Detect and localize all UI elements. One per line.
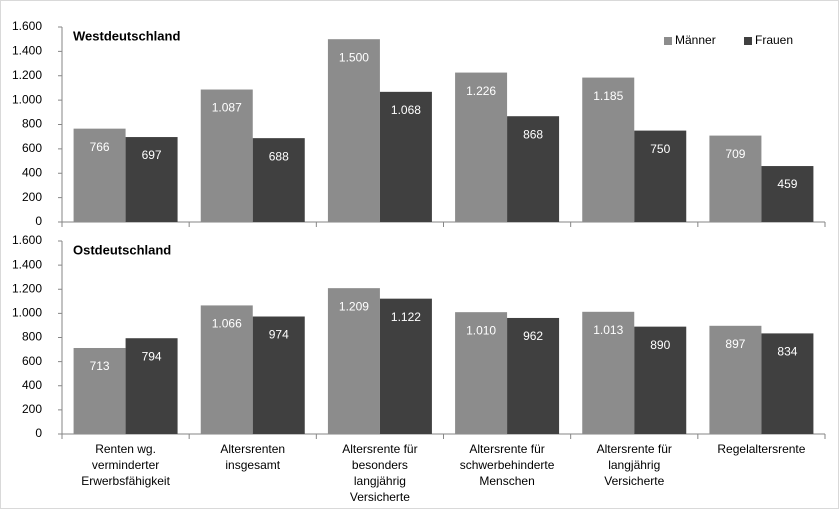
value-label: 897: [725, 337, 745, 351]
value-label: 713: [90, 359, 110, 373]
value-label: 974: [269, 328, 289, 342]
bar: [761, 333, 814, 434]
y-tick-label: 800: [22, 117, 42, 131]
x-tick-label: Altersrente für schwerbehinderte Menschen: [460, 442, 555, 488]
legend-label: Frauen: [755, 33, 793, 47]
bar: [327, 288, 380, 434]
y-tick-label: 0: [35, 426, 42, 440]
x-tick-label-line: Versicherte: [604, 474, 664, 488]
bar: [761, 166, 814, 222]
bar: [582, 311, 635, 434]
y-tick-label: 800: [22, 330, 42, 344]
bar: [379, 298, 432, 434]
bar: [455, 312, 508, 434]
value-label: 1.087: [212, 101, 242, 115]
panel-title: Westdeutschland: [73, 28, 180, 43]
x-tick-label-line: insgesamt: [225, 458, 280, 472]
y-tick-label: 1.000: [12, 92, 42, 106]
value-label: 962: [523, 329, 543, 343]
value-label: 890: [650, 338, 670, 352]
value-label: 459: [777, 177, 797, 191]
x-tick-label-line: Altersrenten: [220, 442, 285, 456]
y-tick-label: 1.200: [12, 281, 42, 295]
x-tick-label-line: Altersrente für: [342, 442, 417, 456]
y-tick-label: 400: [22, 165, 42, 179]
value-label: 1.066: [212, 317, 242, 331]
x-tick-label-line: verminderter: [92, 458, 159, 472]
y-tick-label: 400: [22, 378, 42, 392]
x-tick-label-line: Erwerbsfähigkeit: [81, 474, 170, 488]
legend-label: Männer: [675, 33, 716, 47]
y-tick-label: 200: [22, 402, 42, 416]
bar: [634, 326, 687, 434]
x-tick-label: Renten wg. verminderter Erwerbsfähigkeit: [81, 442, 170, 488]
y-tick-label: 1.600: [12, 19, 42, 33]
y-tick-label: 1.000: [12, 306, 42, 320]
y-tick-label: 600: [22, 141, 42, 155]
bar: [252, 138, 305, 222]
bar: [252, 316, 305, 434]
x-tick-label-line: Altersrente für: [597, 442, 672, 456]
bar: [379, 91, 432, 223]
x-tick-label: Altersrenten insgesamt: [220, 442, 285, 472]
y-tick-label: 200: [22, 190, 42, 204]
y-tick-label: 0: [35, 214, 42, 228]
bar: [634, 130, 687, 222]
bar: [125, 338, 178, 434]
value-label: 834: [777, 345, 797, 359]
legend-swatch: [664, 37, 672, 45]
value-label: 1.500: [339, 50, 369, 64]
x-tick-label-line: Versicherte: [350, 490, 410, 504]
y-tick-label: 1.200: [12, 68, 42, 82]
x-tick-label-line: langjährig: [608, 458, 660, 472]
bar: [125, 137, 178, 222]
x-tick-label-line: schwerbehinderte: [460, 458, 555, 472]
bar: [200, 89, 253, 222]
value-label: 1.010: [466, 323, 496, 337]
y-tick-label: 1.600: [12, 233, 42, 247]
value-label: 1.185: [593, 89, 623, 103]
bar: [200, 305, 253, 434]
panel-title: Ostdeutschland: [73, 242, 171, 257]
x-tick-label-line: Regelaltersrente: [717, 442, 805, 456]
value-label: 1.226: [466, 84, 496, 98]
value-label: 1.209: [339, 299, 369, 313]
value-label: 868: [523, 127, 543, 141]
y-tick-label: 600: [22, 354, 42, 368]
x-tick-label: Altersrente für besonders langjährig Versic…: [342, 442, 417, 504]
x-tick-label-line: langjährig: [354, 474, 406, 488]
bar: [709, 135, 762, 222]
y-tick-label: 1.400: [12, 257, 42, 271]
bar: [507, 317, 560, 434]
x-tick-label-line: besonders: [352, 458, 408, 472]
bar: [327, 39, 380, 222]
x-tick-label: Altersrente für langjährig Versicherte: [597, 442, 672, 488]
legend-swatch: [744, 37, 752, 45]
bar: [709, 325, 762, 434]
y-tick-label: 1.400: [12, 44, 42, 58]
value-label: 766: [90, 140, 110, 154]
value-label: 697: [142, 148, 162, 162]
x-tick-label-line: Menschen: [479, 474, 534, 488]
value-label: 709: [725, 147, 745, 161]
x-tick-label-line: Renten wg.: [95, 442, 156, 456]
value-label: 794: [142, 349, 162, 363]
value-label: 1.122: [391, 310, 421, 324]
x-tick-label-line: Altersrente für: [469, 442, 544, 456]
value-label: 750: [650, 142, 670, 156]
bar: [507, 116, 560, 222]
value-label: 1.068: [391, 103, 421, 117]
bar: [73, 347, 126, 434]
value-label: 1.013: [593, 323, 623, 337]
bar: [582, 77, 635, 222]
value-label: 688: [269, 149, 289, 163]
bar: [73, 128, 126, 222]
x-tick-label: Regelaltersrente: [717, 442, 805, 456]
bar: [455, 72, 508, 222]
